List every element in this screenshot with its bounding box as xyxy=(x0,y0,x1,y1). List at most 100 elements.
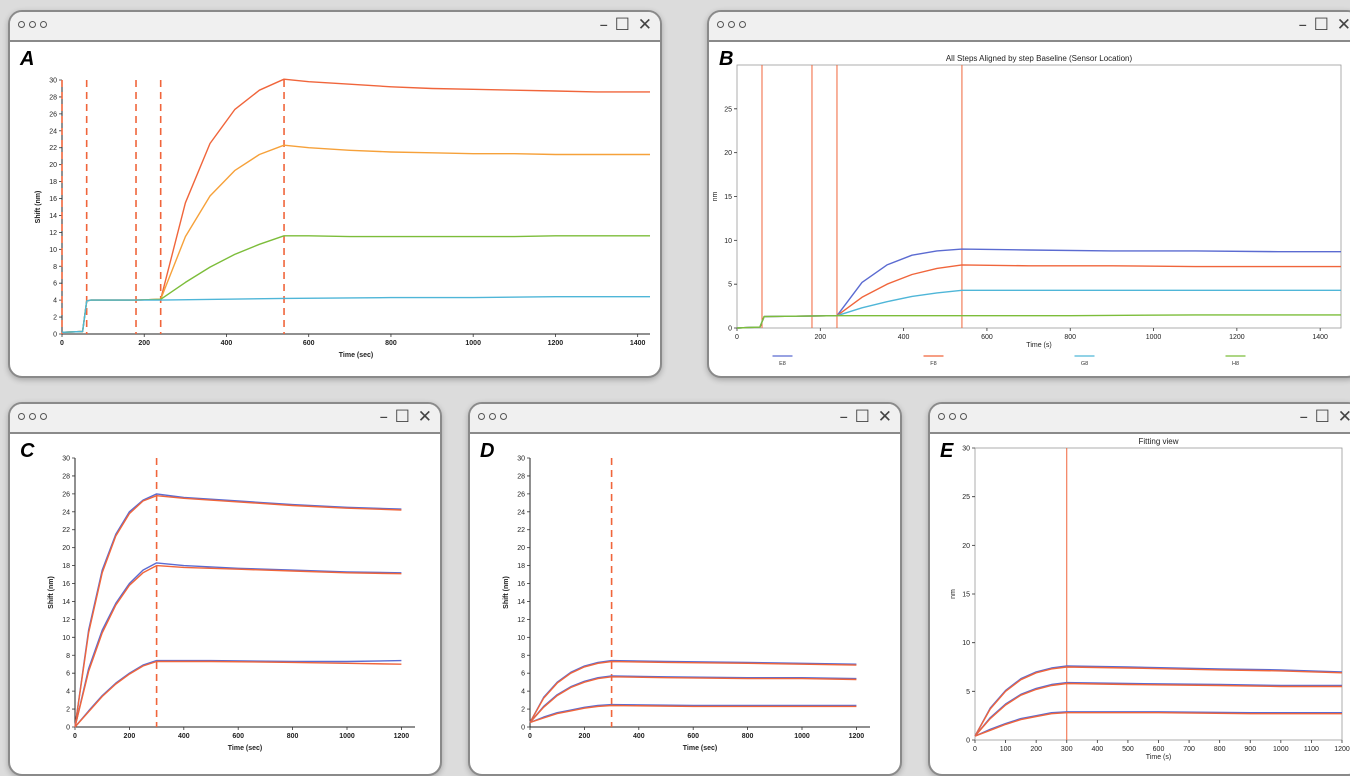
x-tick-label: 1200 xyxy=(849,733,865,740)
x-tick-label: 400 xyxy=(178,733,190,740)
y-tick-label: 4 xyxy=(66,689,70,696)
y-tick-label: 10 xyxy=(62,635,70,642)
x-tick-label: 600 xyxy=(232,733,244,740)
y-tick-label: 22 xyxy=(49,145,57,152)
window-panel-a: – ☐ ✕ A 0 2 4 6 8 10 12 14 16 18 20 22 24 26 28 30 0 200 4… xyxy=(8,10,662,378)
chart-e: 0 5 10 15 20 25 30 0 100 200 300 400 500 600 700 800 900… xyxy=(930,434,1350,774)
y-tick-label: 4 xyxy=(53,298,57,305)
y-tick-label: 6 xyxy=(521,671,525,678)
y-tick-label: 22 xyxy=(517,527,525,534)
y-tick-label: 28 xyxy=(62,473,70,480)
x-tick-label: 400 xyxy=(1091,746,1103,753)
series-line xyxy=(61,78,650,333)
series-line xyxy=(74,495,402,728)
plot-frame xyxy=(974,447,1343,741)
y-axis-label: nm xyxy=(950,589,957,599)
x-tick-label: 1400 xyxy=(630,340,646,347)
x-tick-label: 1000 xyxy=(794,733,810,740)
titlebar[interactable]: – ☐ ✕ xyxy=(470,404,900,434)
x-axis-label: Time (sec) xyxy=(683,745,718,752)
x-tick-label: 1200 xyxy=(548,340,564,347)
x-tick-label: 1200 xyxy=(394,733,410,740)
maximize-icon[interactable]: ☐ xyxy=(854,407,870,427)
y-tick-label: 26 xyxy=(62,491,70,498)
y-axis-label: nm xyxy=(712,191,719,201)
minimize-icon[interactable]: – xyxy=(1298,15,1308,35)
minimize-icon[interactable]: – xyxy=(599,15,609,35)
minimize-icon[interactable]: – xyxy=(379,407,389,427)
y-tick-label: 30 xyxy=(517,456,525,463)
y-tick-label: 20 xyxy=(49,162,57,169)
y-tick-label: 10 xyxy=(49,247,57,254)
x-tick-label: 600 xyxy=(1153,746,1165,753)
plot-frame xyxy=(736,64,1342,329)
x-tick-label: 1200 xyxy=(1334,746,1350,753)
maximize-icon[interactable]: ☐ xyxy=(614,15,630,35)
y-tick-label: 20 xyxy=(962,543,970,550)
close-icon[interactable]: ✕ xyxy=(1338,407,1350,427)
maximize-icon[interactable]: ☐ xyxy=(1314,407,1330,427)
series-line xyxy=(61,295,650,333)
x-tick-label: 800 xyxy=(1064,334,1076,341)
close-icon[interactable]: ✕ xyxy=(637,15,652,35)
series-line xyxy=(61,235,650,333)
y-tick-label: 16 xyxy=(62,581,70,588)
y-tick-label: 0 xyxy=(521,725,525,732)
x-tick-label: 200 xyxy=(138,340,150,347)
maximize-icon[interactable]: ☐ xyxy=(1313,15,1329,35)
window-panel-d: – ☐ ✕ D 0 2 4 6 8 10 12 14 16 18 20 22 24 26 28 30 0 200 4… xyxy=(468,402,902,776)
y-tick-label: 15 xyxy=(962,592,970,599)
y-tick-label: 14 xyxy=(62,599,70,606)
series-line xyxy=(74,562,402,728)
series-line xyxy=(974,681,1342,737)
x-tick-label: 0 xyxy=(73,733,77,740)
x-axis-label: Time (sec) xyxy=(228,745,263,752)
close-icon[interactable]: ✕ xyxy=(1336,15,1350,35)
y-tick-label: 2 xyxy=(53,315,57,322)
x-tick-label: 600 xyxy=(687,733,699,740)
maximize-icon[interactable]: ☐ xyxy=(394,407,410,427)
window-dots-icon xyxy=(938,413,967,420)
x-tick-label: 100 xyxy=(1000,746,1012,753)
y-tick-label: 26 xyxy=(49,111,57,118)
x-tick-label: 300 xyxy=(1061,746,1073,753)
y-tick-label: 0 xyxy=(966,738,970,745)
close-icon[interactable]: ✕ xyxy=(417,407,432,427)
y-tick-label: 12 xyxy=(517,617,525,624)
series-line xyxy=(74,493,402,728)
y-tick-label: 10 xyxy=(962,640,970,647)
y-tick-label: 6 xyxy=(66,671,70,678)
y-tick-label: 2 xyxy=(521,707,525,714)
y-tick-label: 4 xyxy=(521,689,525,696)
y-tick-label: 2 xyxy=(66,707,70,714)
y-tick-label: 12 xyxy=(62,617,70,624)
y-tick-label: 30 xyxy=(62,456,70,463)
legend-label: H8 xyxy=(1232,361,1239,367)
window-dots-icon xyxy=(478,413,507,420)
x-tick-label: 400 xyxy=(221,340,233,347)
minimize-icon[interactable]: – xyxy=(1299,407,1309,427)
x-tick-label: 1000 xyxy=(1146,334,1162,341)
panel-letter: D xyxy=(480,440,495,462)
series-line xyxy=(974,682,1342,737)
y-tick-label: 14 xyxy=(517,599,525,606)
y-tick-label: 20 xyxy=(517,545,525,552)
titlebar[interactable]: – ☐ ✕ xyxy=(709,12,1350,42)
chart-d: 0 2 4 6 8 10 12 14 16 18 20 22 24 26 28 30 0 200 400 600 800… xyxy=(470,434,900,774)
series-line xyxy=(736,289,1341,329)
close-icon[interactable]: ✕ xyxy=(877,407,892,427)
series-line xyxy=(74,564,402,728)
titlebar[interactable]: – ☐ ✕ xyxy=(10,12,660,42)
window-dots-icon xyxy=(18,21,47,28)
chart-title: All Steps Aligned by step Baseline (Sens… xyxy=(946,54,1133,63)
titlebar[interactable]: – ☐ ✕ xyxy=(10,404,440,434)
minimize-icon[interactable]: – xyxy=(839,407,849,427)
panel-letter: A xyxy=(20,48,35,70)
series-line xyxy=(529,675,857,723)
titlebar[interactable]: – ☐ ✕ xyxy=(930,404,1350,434)
series-line xyxy=(529,676,857,723)
y-tick-label: 8 xyxy=(66,653,70,660)
